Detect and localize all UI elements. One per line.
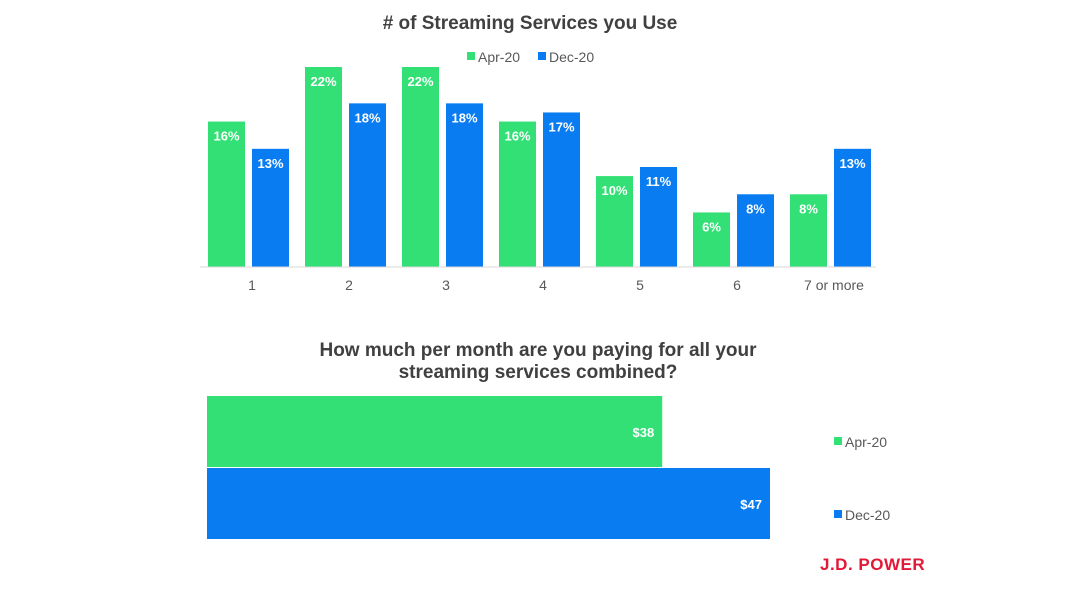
bar-apr-20-7-or-more <box>790 194 827 267</box>
bar-dec-20-7-or-more <box>834 148 871 267</box>
bar-dec-20-3 <box>446 103 483 267</box>
legend-swatch-apr <box>834 437 842 445</box>
data-label: 8% <box>746 201 765 216</box>
x-tick-label: 5 <box>636 277 644 293</box>
data-label: 8% <box>799 201 818 216</box>
bar-dec-20-5 <box>640 167 677 267</box>
bar-apr-20-5 <box>596 176 633 267</box>
data-label: 13% <box>257 156 283 171</box>
bar-dec-20-1 <box>252 148 289 267</box>
data-label: 22% <box>407 74 433 89</box>
bar-apr-20-4 <box>499 121 536 267</box>
x-tick-label: 4 <box>539 277 547 293</box>
top-legend: Apr-20 Dec-20 <box>467 49 594 65</box>
bar-apr-20-6 <box>693 212 730 267</box>
x-tick-label: 7 or more <box>804 277 864 293</box>
data-label: 18% <box>354 110 380 125</box>
x-tick-label: 1 <box>248 277 256 293</box>
bar-apr-20-3 <box>402 67 439 267</box>
data-label: 17% <box>548 119 574 134</box>
data-label: 10% <box>601 183 627 198</box>
bar-apr-20-2 <box>305 67 342 267</box>
legend-swatch-apr <box>467 52 475 60</box>
bar-dec-20-2 <box>349 103 386 267</box>
bar-dec-20-4 <box>543 112 580 267</box>
legend-label-dec: Dec-20 <box>845 507 890 523</box>
hbar-dec-20 <box>207 468 770 539</box>
data-label: 22% <box>310 74 336 89</box>
legend-label-dec: Dec-20 <box>549 49 594 65</box>
data-label: 18% <box>451 110 477 125</box>
data-label: 16% <box>504 129 530 144</box>
top-chart-title: # of Streaming Services you Use <box>383 13 678 34</box>
legend-swatch-dec <box>538 52 546 60</box>
data-label: 16% <box>213 129 239 144</box>
bar-apr-20-1 <box>208 121 245 267</box>
bottom-chart-title-line1: How much per month are you paying for al… <box>319 340 757 361</box>
legend-label-apr: Apr-20 <box>478 49 520 65</box>
data-label: $38 <box>632 425 654 440</box>
x-tick-label: 2 <box>345 277 353 293</box>
data-label: $47 <box>740 497 762 512</box>
bottom-chart-title-line2: streaming services combined? <box>399 362 678 383</box>
jd-power-logo: J.D. POWER <box>820 555 926 574</box>
data-label: 6% <box>702 219 721 234</box>
data-label: 11% <box>646 174 672 189</box>
legend-swatch-dec <box>834 510 842 518</box>
bar-dec-20-6 <box>737 194 774 267</box>
bottom-legend: Apr-20 Dec-20 <box>834 434 890 523</box>
x-tick-label: 3 <box>442 277 450 293</box>
legend-label-apr: Apr-20 <box>845 434 887 450</box>
x-tick-label: 6 <box>733 277 741 293</box>
hbar-apr-20 <box>207 396 663 467</box>
data-label: 13% <box>839 156 865 171</box>
